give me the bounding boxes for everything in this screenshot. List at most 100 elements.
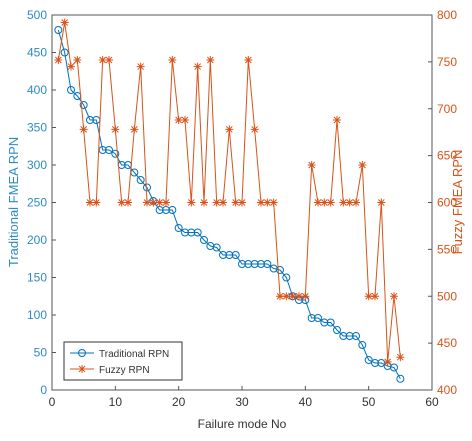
- x-tick-label: 30: [235, 395, 249, 409]
- point: [174, 116, 183, 124]
- y-tick-label: 350: [27, 121, 47, 135]
- point: [390, 363, 398, 372]
- point: [250, 125, 259, 134]
- point: [67, 86, 75, 94]
- point: [244, 260, 253, 268]
- legend-box: [63, 341, 183, 381]
- legend-marker: [78, 349, 86, 357]
- point: [282, 273, 291, 282]
- legend-label: Traditional RPN: [99, 349, 169, 360]
- point: [79, 101, 88, 109]
- point: [187, 228, 196, 237]
- point: [345, 332, 354, 340]
- point: [162, 198, 170, 207]
- x-tick-label: 40: [299, 395, 313, 409]
- point: [396, 374, 405, 383]
- point: [168, 206, 177, 214]
- point: [67, 62, 75, 71]
- point: [60, 48, 69, 57]
- point: [326, 318, 335, 327]
- point: [92, 198, 101, 207]
- point: [193, 228, 202, 237]
- y2-axis-label: Fuzzy FMEA RPN: [450, 150, 465, 255]
- point: [136, 62, 145, 71]
- point: [86, 198, 94, 207]
- y-tick-label: 400: [27, 83, 47, 97]
- legend-label: Fuzzy RPN: [99, 365, 150, 376]
- point: [314, 198, 322, 207]
- point: [111, 125, 120, 134]
- point: [105, 146, 113, 154]
- point: [345, 198, 354, 207]
- point: [206, 56, 215, 64]
- point: [225, 125, 234, 134]
- point: [358, 161, 367, 169]
- y2-tick-label: 450: [437, 336, 457, 350]
- x-tick-label: 0: [49, 395, 56, 409]
- y-tick-label: 100: [27, 308, 47, 322]
- y-tick-label: 300: [27, 158, 47, 172]
- point: [105, 56, 113, 64]
- point: [231, 251, 240, 259]
- point: [276, 266, 284, 274]
- point: [257, 260, 265, 268]
- point: [333, 116, 341, 124]
- point: [364, 292, 373, 301]
- point: [371, 359, 379, 367]
- point: [219, 198, 227, 207]
- point: [136, 176, 145, 184]
- point: [212, 198, 221, 207]
- point: [231, 198, 240, 207]
- point: [326, 198, 335, 207]
- point: [320, 318, 329, 327]
- point: [124, 198, 132, 207]
- point: [143, 198, 151, 207]
- x-axis-label: Failure mode No: [198, 417, 287, 431]
- y2-tick-label: 750: [437, 55, 457, 69]
- point: [73, 56, 82, 64]
- point: [168, 56, 177, 64]
- point: [314, 314, 322, 322]
- point: [155, 198, 164, 207]
- y-tick-label: 0: [40, 383, 47, 397]
- point: [225, 251, 234, 259]
- point: [352, 332, 360, 340]
- x-tick-label: 10: [109, 395, 123, 409]
- point: [187, 198, 196, 207]
- point: [320, 198, 329, 207]
- y-axis-label: Traditional FMEA RPN: [6, 137, 21, 267]
- point: [257, 198, 265, 207]
- point: [250, 260, 259, 268]
- x-tick-label: 50: [362, 395, 376, 409]
- point: [181, 228, 189, 237]
- x-tick-label: 60: [425, 395, 439, 409]
- point: [396, 353, 405, 362]
- point: [98, 56, 107, 64]
- point: [339, 332, 348, 340]
- point: [269, 198, 278, 207]
- point: [371, 292, 379, 301]
- y2-tick-label: 700: [437, 102, 457, 116]
- x-tick-label: 20: [172, 395, 186, 409]
- point: [200, 198, 208, 207]
- point: [54, 56, 63, 64]
- y-tick-label: 250: [27, 196, 47, 210]
- point: [130, 125, 139, 134]
- point: [288, 292, 297, 301]
- point: [263, 260, 272, 268]
- point: [79, 125, 88, 134]
- point: [238, 198, 246, 207]
- point: [276, 292, 284, 301]
- point: [174, 224, 183, 232]
- point: [143, 183, 151, 192]
- y2-tick-label: 600: [437, 196, 457, 210]
- point: [301, 292, 310, 301]
- y2-tick-label: 650: [437, 149, 457, 163]
- point: [282, 292, 291, 301]
- point: [238, 260, 246, 268]
- point: [377, 359, 386, 367]
- point: [111, 149, 120, 158]
- point: [149, 198, 158, 207]
- y2-tick-label: 500: [437, 289, 457, 303]
- point: [377, 198, 386, 207]
